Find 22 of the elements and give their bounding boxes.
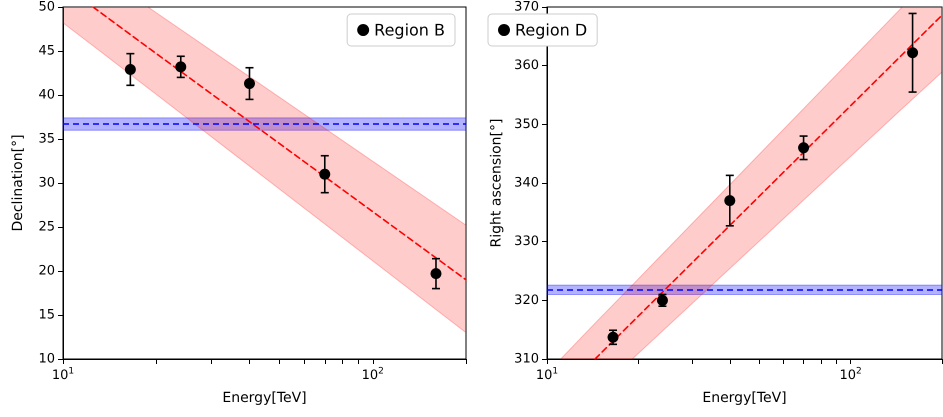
y-tick-label: 340 (514, 176, 539, 190)
x-axis-title: Energy[TeV] (702, 390, 787, 406)
y-tick-label: 25 (38, 220, 55, 234)
y-tick-label: 360 (514, 58, 539, 74)
y-tick-label: 50 (38, 0, 55, 14)
y-tick-label: 320 (514, 292, 539, 308)
y-tick-label: 350 (514, 116, 539, 132)
y-tick-label: 370 (514, 0, 539, 14)
y-tick-label: 310 (514, 352, 539, 366)
x-axis-title: Energy[TeV] (222, 390, 307, 406)
y-tick-label: 30 (38, 176, 55, 190)
y-axis-title: Right ascension[°] (488, 118, 504, 248)
y-axis-title: Declination[°] (10, 134, 26, 232)
y-tick-label: 15 (38, 308, 55, 322)
y-tick-label: 40 (38, 88, 55, 102)
y-tick-label: 20 (38, 264, 55, 278)
y-tick-label: 10 (38, 352, 55, 366)
legend-label: Region D (515, 20, 588, 40)
y-tick-label: 35 (38, 132, 55, 146)
legend-label: Region B (374, 20, 446, 40)
y-tick-label: 45 (38, 44, 55, 58)
y-tick-label: 330 (514, 234, 539, 250)
